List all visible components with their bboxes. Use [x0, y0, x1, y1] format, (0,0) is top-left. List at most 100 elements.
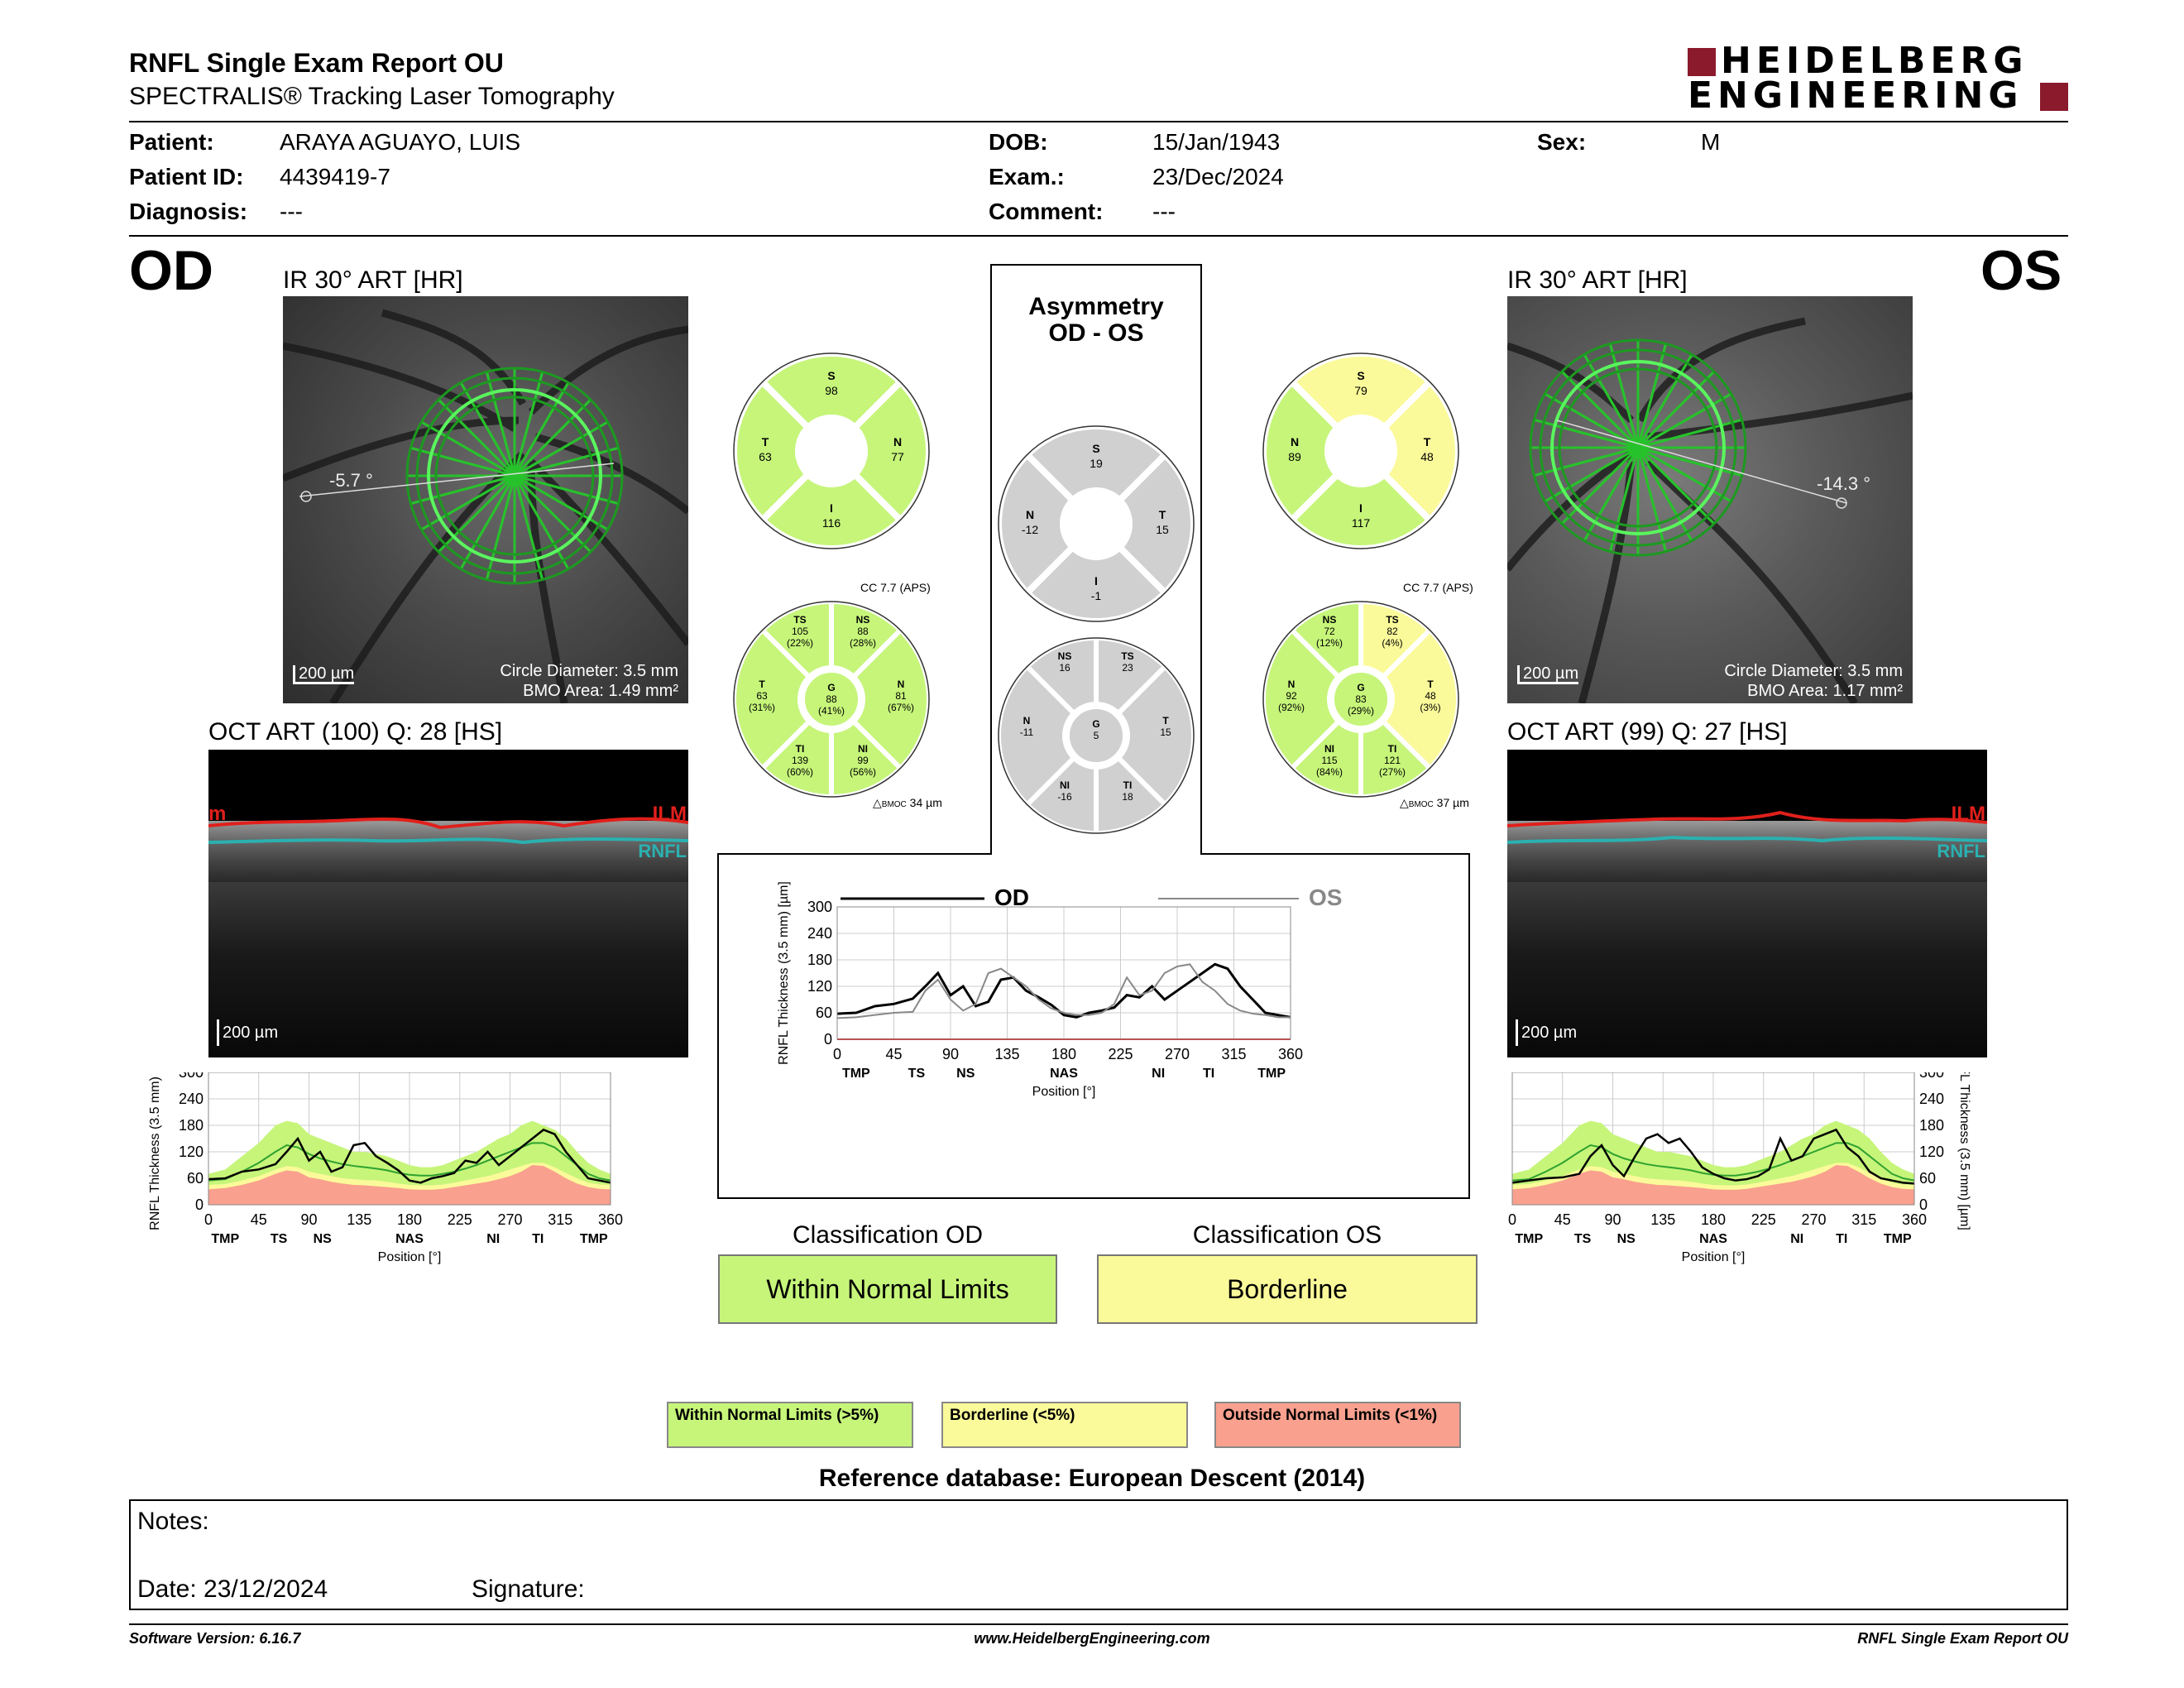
- x-tick-label: 225: [1108, 1046, 1133, 1062]
- asym-sect-label-ni: NI: [1060, 779, 1070, 791]
- x-tick-label: 0: [204, 1211, 213, 1228]
- asym-sect-value-ts: 23: [1122, 662, 1133, 674]
- asym-quad-label-t: T: [1159, 508, 1166, 521]
- patient-id-label: Patient ID:: [129, 164, 244, 189]
- x-tick-label: 270: [1165, 1046, 1190, 1062]
- od-angle: -5.7 °: [329, 470, 373, 491]
- y-axis-label: RNFL Thickness (3.5 mm) [µm]: [1957, 1072, 1971, 1230]
- asymmetry-frame: [717, 264, 1470, 1199]
- diagnosis-label: Diagnosis:: [129, 199, 248, 224]
- os-sect-label-g: G: [1357, 682, 1364, 693]
- od-sect-value-ns: 88: [857, 626, 869, 637]
- y-tick-label: 240: [179, 1091, 204, 1107]
- od-quad-label-n: N: [893, 435, 902, 448]
- x-tick-label: 0: [833, 1046, 841, 1062]
- software-version: Software Version: 6.16.7: [129, 1630, 301, 1647]
- asym-sect-label-ts: TS: [1121, 650, 1133, 662]
- od-sect-pct-ni: (56%): [850, 766, 876, 778]
- os-sect-value-t: 48: [1425, 690, 1436, 702]
- sector-axis-label: TI: [1203, 1067, 1214, 1081]
- dob-value: 15/Jan/1943: [1152, 129, 1281, 155]
- od-sect-outline: [733, 601, 930, 798]
- x-tick-label: 225: [1751, 1211, 1776, 1228]
- os-sect-label-n: N: [1288, 679, 1296, 690]
- x-tick-label: 135: [1650, 1211, 1675, 1228]
- asym-sect-sector-g: [1066, 706, 1126, 765]
- legend-outside-normal: Outside Normal Limits (<1%): [1214, 1402, 1461, 1448]
- od-cc-label: CC 7.7 (APS): [860, 581, 931, 594]
- os-sect-value-g: 83: [1355, 693, 1367, 705]
- od-quad-outline: [733, 352, 930, 549]
- asym-quad-label-n: N: [1026, 508, 1034, 521]
- sector-axis-label: TMP: [842, 1067, 870, 1081]
- plot-border: [208, 1072, 611, 1206]
- sector-axis-label: TS: [1574, 1232, 1592, 1246]
- os-sect-pct-ti: (27%): [1379, 766, 1406, 778]
- asym-sect-value-t: 15: [1160, 727, 1171, 738]
- sector-axis-label: TI: [1836, 1232, 1847, 1246]
- os-bmoc: △BMOC 37 µm: [1400, 796, 1469, 809]
- x-tick-label: 270: [1801, 1211, 1826, 1228]
- sector-axis-label: NAS: [1050, 1067, 1078, 1081]
- os-quad-value-s: 79: [1354, 384, 1367, 397]
- sector-axis-label: NI: [486, 1232, 500, 1246]
- date-label: Date: 23/12/2024: [137, 1575, 328, 1603]
- sector-axis-label: NS: [956, 1067, 975, 1081]
- os-sect-label-ns: NS: [1323, 614, 1337, 626]
- patient-name: ARAYA AGUAYO, LUIS: [280, 129, 520, 155]
- sector-axis-label: TI: [532, 1232, 544, 1246]
- os-sect-label-t: T: [1427, 679, 1434, 690]
- report-title: RNFL Single Exam Report OU: [129, 48, 504, 78]
- os-sect-value-ni: 115: [1321, 755, 1337, 766]
- os-sect-outline: [1262, 601, 1459, 798]
- od-quad-value-t: 63: [759, 450, 772, 463]
- os-sect-pct-ts: (4%): [1382, 637, 1402, 649]
- x-tick-label: 90: [300, 1211, 317, 1228]
- od-ilm-label: ILM: [652, 803, 687, 825]
- y-tick-label: 240: [1919, 1091, 1944, 1107]
- od-sect-pct-t: (31%): [749, 702, 775, 713]
- asymmetry-title-2: OD - OS: [1048, 319, 1144, 347]
- y-tick-label: 0: [195, 1196, 204, 1213]
- sector-axis-label: NI: [1790, 1232, 1803, 1246]
- od-sect-label-ts: TS: [793, 614, 806, 626]
- os-classification-result: Borderline: [1097, 1254, 1478, 1324]
- od-sect-pct-g: (41%): [818, 705, 845, 717]
- normal-mean-line: [208, 1142, 611, 1182]
- od-fundus-image: -5.7 ° 200 µm Circle Diameter: 3.5 mm BM…: [283, 296, 688, 703]
- normal-mean-line: [1511, 1142, 1915, 1182]
- asym-sect-label-ti: TI: [1123, 779, 1133, 791]
- y-tick-label: 180: [807, 952, 832, 968]
- outside-normal-band: [1512, 1165, 1914, 1205]
- y-tick-label: 60: [187, 1170, 204, 1187]
- od-quad-value-i: 116: [822, 516, 841, 530]
- os-ilm-label: ILM: [1951, 803, 1985, 825]
- os-quad-outline: [1262, 352, 1459, 549]
- od-sect-label-t: T: [759, 679, 765, 690]
- os-oct-title: OCT ART (99) Q: 27 [HS]: [1507, 718, 1788, 746]
- x-tick-label: 360: [598, 1211, 623, 1228]
- sex-value: M: [1701, 129, 1721, 155]
- od-sect-pct-ns: (28%): [850, 637, 876, 649]
- notes-box[interactable]: Notes: Date: 23/12/2024 Signature:: [129, 1499, 2068, 1610]
- website-link[interactable]: www.HeidelbergEngineering.com: [974, 1630, 1210, 1647]
- exam-value: 23/Dec/2024: [1152, 164, 1284, 189]
- od-quad-value-s: 98: [825, 384, 838, 397]
- od-sect-value-g: 88: [826, 693, 837, 705]
- sector-axis-label: NS: [1617, 1232, 1636, 1246]
- od-sect-pct-ts: (22%): [787, 637, 813, 649]
- os-eye-label: OS: [1980, 239, 2062, 302]
- plot-border: [836, 906, 1291, 1040]
- asym-sect-value-ti: 18: [1122, 791, 1133, 803]
- series-line-os: [1511, 1128, 1915, 1185]
- signature-label: Signature:: [472, 1575, 585, 1603]
- os-cc-label: CC 7.7 (APS): [1403, 581, 1473, 594]
- os-bmo-area: BMO Area: 1.17 mm²: [1747, 682, 1903, 700]
- od-sect-label-ni: NI: [858, 743, 868, 755]
- series-line-os: [836, 963, 1291, 1019]
- asymmetry-title-1: Asymmetry: [1028, 293, 1164, 320]
- series-line-od: [836, 962, 1291, 1019]
- asym-quad-outline: [998, 425, 1195, 622]
- legend-borderline: Borderline (<5%): [941, 1402, 1188, 1448]
